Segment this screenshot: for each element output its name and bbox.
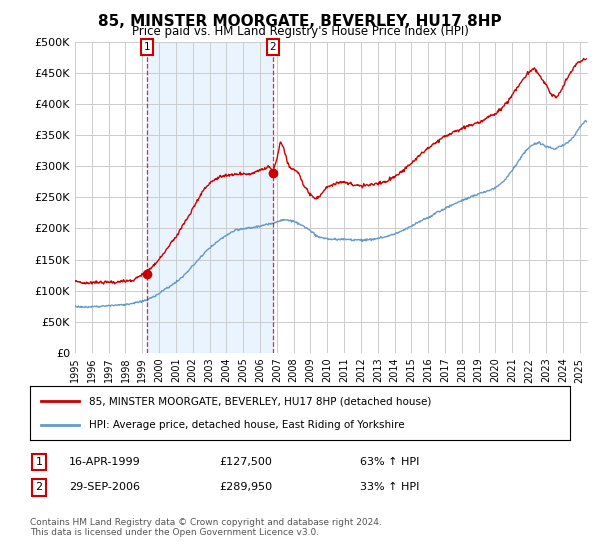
- Text: 33% ↑ HPI: 33% ↑ HPI: [360, 482, 419, 492]
- Text: 29-SEP-2006: 29-SEP-2006: [69, 482, 140, 492]
- Text: 2: 2: [269, 42, 276, 52]
- Text: 85, MINSTER MOORGATE, BEVERLEY, HU17 8HP (detached house): 85, MINSTER MOORGATE, BEVERLEY, HU17 8HP…: [89, 396, 432, 407]
- Text: £127,500: £127,500: [219, 457, 272, 467]
- Bar: [147, 42, 272, 353]
- Text: 1: 1: [35, 457, 43, 467]
- Text: 16-APR-1999: 16-APR-1999: [69, 457, 141, 467]
- Text: 63% ↑ HPI: 63% ↑ HPI: [360, 457, 419, 467]
- Text: Price paid vs. HM Land Registry's House Price Index (HPI): Price paid vs. HM Land Registry's House …: [131, 25, 469, 38]
- Text: 85, MINSTER MOORGATE, BEVERLEY, HU17 8HP: 85, MINSTER MOORGATE, BEVERLEY, HU17 8HP: [98, 14, 502, 29]
- Text: 1: 1: [144, 42, 151, 52]
- Text: Contains HM Land Registry data © Crown copyright and database right 2024.
This d: Contains HM Land Registry data © Crown c…: [30, 518, 382, 538]
- Text: 2: 2: [35, 482, 43, 492]
- Text: £289,950: £289,950: [219, 482, 272, 492]
- Text: HPI: Average price, detached house, East Riding of Yorkshire: HPI: Average price, detached house, East…: [89, 419, 405, 430]
